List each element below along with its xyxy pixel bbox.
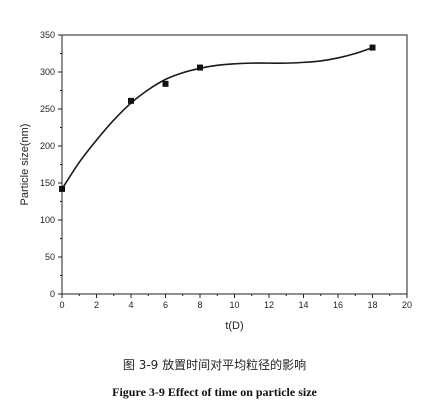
y-tick-label-150: 150 bbox=[40, 178, 55, 188]
data-point-marker bbox=[369, 44, 376, 51]
figure-caption-english: Figure 3-9 Effect of time on particle si… bbox=[112, 385, 317, 399]
y-tick-label-200: 200 bbox=[40, 141, 55, 151]
x-tick-label-6: 6 bbox=[163, 300, 168, 310]
y-tick-label-350: 350 bbox=[40, 30, 55, 40]
y-tick-label-0: 0 bbox=[50, 289, 55, 299]
data-point-marker bbox=[128, 97, 134, 104]
x-tick-label-16: 16 bbox=[333, 300, 343, 310]
figure-caption-chinese: 图 3-9 放置时间对平均粒径的影响 bbox=[122, 358, 307, 372]
x-axis-title: t(D) bbox=[225, 320, 243, 332]
plot-frame bbox=[61, 34, 408, 295]
data-point-marker bbox=[59, 185, 65, 192]
y-tick-label-100: 100 bbox=[40, 215, 55, 225]
x-tick-label-14: 14 bbox=[298, 300, 308, 310]
x-tick-label-2: 2 bbox=[94, 300, 99, 310]
y-tick-label-250: 250 bbox=[40, 104, 55, 114]
y-tick-label-300: 300 bbox=[40, 67, 55, 77]
data-point-marker bbox=[197, 64, 203, 71]
y-tick-label-50: 50 bbox=[45, 252, 55, 262]
y-axis-title: Particle size(nm) bbox=[19, 124, 31, 206]
x-tick-label-0: 0 bbox=[59, 300, 64, 310]
x-tick-label-20: 20 bbox=[402, 300, 412, 310]
x-tick-label-8: 8 bbox=[197, 300, 202, 310]
fit-curve-line bbox=[61, 46, 373, 190]
data-point-marker bbox=[162, 80, 169, 87]
x-tick-label-12: 12 bbox=[264, 300, 274, 310]
x-tick-label-10: 10 bbox=[229, 300, 239, 310]
x-tick-label-4: 4 bbox=[128, 300, 133, 310]
x-tick-label-18: 18 bbox=[367, 300, 377, 310]
